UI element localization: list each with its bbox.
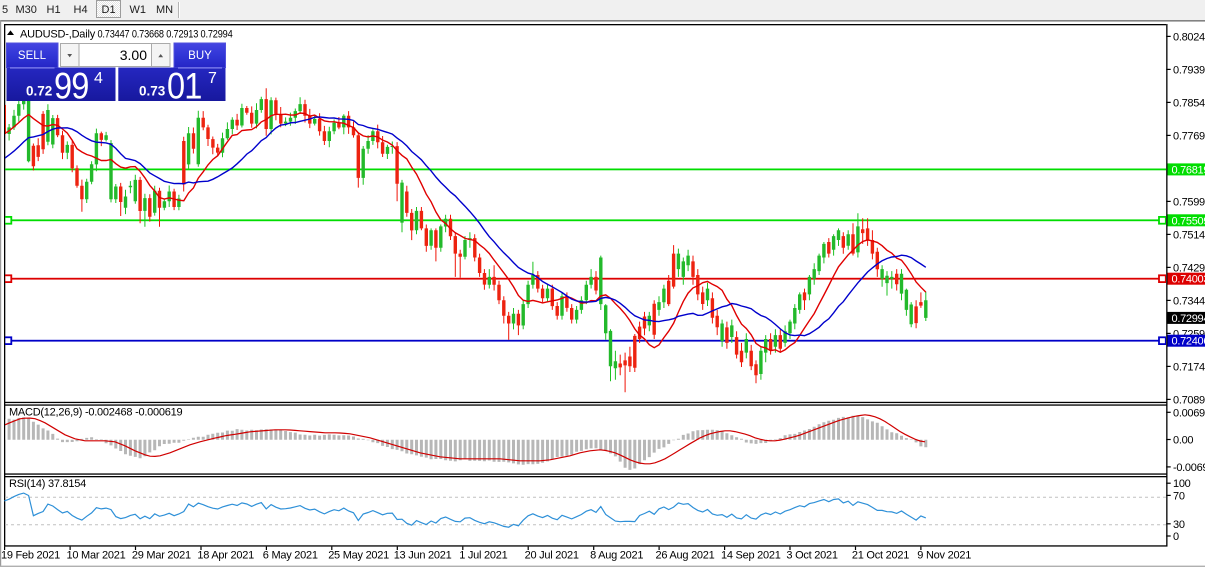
svg-text:0.71745: 0.71745 xyxy=(1173,361,1205,373)
svg-text:25 May 2021: 25 May 2021 xyxy=(328,549,389,561)
svg-text:0.73: 0.73 xyxy=(139,84,166,99)
svg-text:0.74295: 0.74295 xyxy=(1173,262,1205,274)
svg-text:0.79395: 0.79395 xyxy=(1173,64,1205,76)
svg-text:18 Apr 2021: 18 Apr 2021 xyxy=(197,549,254,561)
svg-text:21 Oct 2021: 21 Oct 2021 xyxy=(852,549,909,561)
svg-text:0: 0 xyxy=(1173,531,1179,543)
svg-text:0.006936: 0.006936 xyxy=(1173,407,1205,419)
svg-text:0.76819: 0.76819 xyxy=(1172,164,1205,176)
svg-text:3 Oct 2021: 3 Oct 2021 xyxy=(786,549,837,561)
svg-text:7: 7 xyxy=(208,70,217,87)
svg-text:0.77695: 0.77695 xyxy=(1173,130,1205,142)
svg-text:0.72: 0.72 xyxy=(26,84,52,99)
svg-text:01: 01 xyxy=(167,66,201,107)
svg-text:14 Sep 2021: 14 Sep 2021 xyxy=(721,549,781,561)
svg-text:9 Nov 2021: 9 Nov 2021 xyxy=(917,549,971,561)
svg-text:4: 4 xyxy=(94,70,103,87)
svg-text:0.75509: 0.75509 xyxy=(1172,215,1205,227)
svg-text:8 Aug 2021: 8 Aug 2021 xyxy=(590,549,643,561)
svg-text:30: 30 xyxy=(1173,519,1185,531)
svg-text:0.75995: 0.75995 xyxy=(1173,196,1205,208)
svg-text:99: 99 xyxy=(54,66,88,107)
svg-text:0.74003: 0.74003 xyxy=(1172,274,1205,286)
svg-text:1 Jul 2021: 1 Jul 2021 xyxy=(459,549,507,561)
svg-text:19 Feb 2021: 19 Feb 2021 xyxy=(1,549,60,561)
svg-text:H4: H4 xyxy=(74,4,88,16)
svg-text:0.73445: 0.73445 xyxy=(1173,295,1205,307)
svg-text:0.00: 0.00 xyxy=(1173,435,1193,447)
svg-text:70: 70 xyxy=(1173,490,1185,502)
svg-text:3.00: 3.00 xyxy=(120,47,147,63)
svg-text:BUY: BUY xyxy=(188,50,212,62)
svg-text:RSI(14) 37.8154: RSI(14) 37.8154 xyxy=(9,478,86,490)
svg-text:10 Mar 2021: 10 Mar 2021 xyxy=(67,549,126,561)
svg-text:AUDUSD-,Daily: AUDUSD-,Daily xyxy=(20,29,96,41)
svg-text:M30: M30 xyxy=(16,4,37,16)
svg-text:6 May 2021: 6 May 2021 xyxy=(263,549,318,561)
svg-text:SELL: SELL xyxy=(18,50,47,62)
svg-text:29 Mar 2021: 29 Mar 2021 xyxy=(132,549,191,561)
svg-text:0.72994: 0.72994 xyxy=(1172,313,1205,325)
svg-text:100: 100 xyxy=(1173,478,1191,490)
svg-text:0.78545: 0.78545 xyxy=(1173,97,1205,109)
svg-text:0.80245: 0.80245 xyxy=(1173,31,1205,43)
svg-text:0.75145: 0.75145 xyxy=(1173,229,1205,241)
svg-text:0.70895: 0.70895 xyxy=(1173,394,1205,406)
svg-text:0.72406: 0.72406 xyxy=(1172,336,1205,348)
svg-text:MN: MN xyxy=(156,4,173,16)
svg-text:0.73447 0.73668 0.72913 0.7299: 0.73447 0.73668 0.72913 0.72994 xyxy=(98,29,234,41)
svg-text:D1: D1 xyxy=(102,4,116,16)
svg-text:H1: H1 xyxy=(47,4,61,16)
svg-text:5: 5 xyxy=(2,4,8,16)
svg-text:13 Jun 2021: 13 Jun 2021 xyxy=(394,549,452,561)
svg-text:20 Jul 2021: 20 Jul 2021 xyxy=(525,549,579,561)
svg-text:26 Aug 2021: 26 Aug 2021 xyxy=(656,549,715,561)
svg-text:MACD(12,26,9) -0.002468 -0.000: MACD(12,26,9) -0.002468 -0.000619 xyxy=(9,407,182,419)
svg-text:-0.006996: -0.006996 xyxy=(1173,462,1205,474)
svg-text:W1: W1 xyxy=(130,4,147,16)
